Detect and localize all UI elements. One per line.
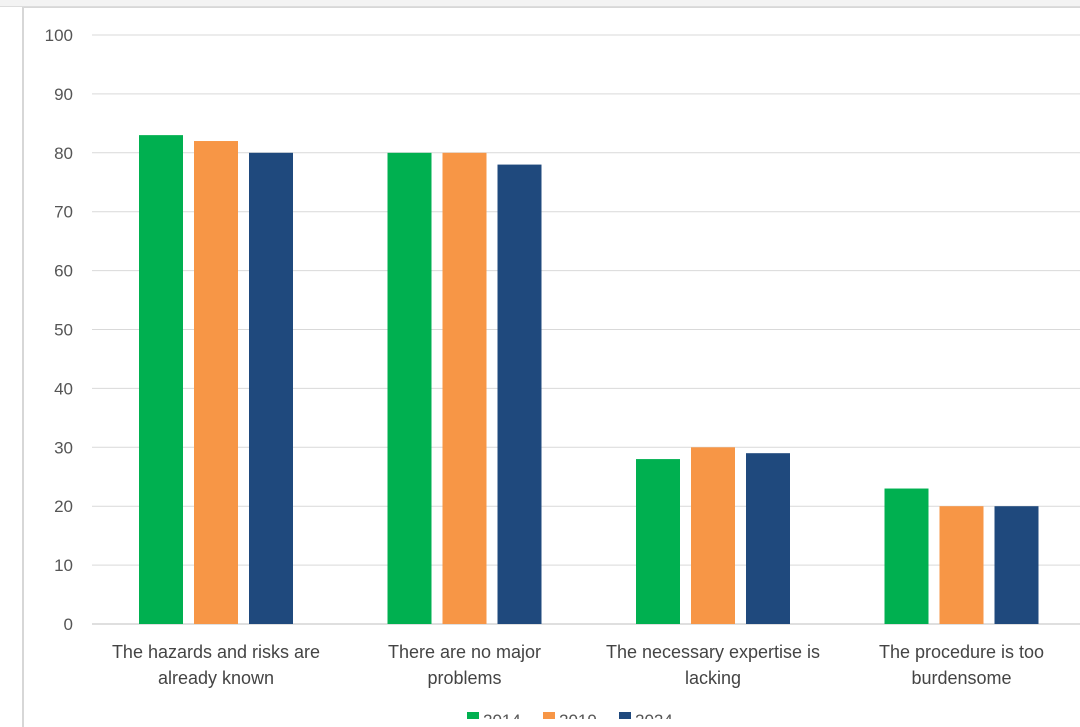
bar-2014-1 — [387, 152, 432, 625]
y-tick-label: 30 — [54, 438, 73, 457]
bar-2024-2 — [746, 453, 790, 624]
y-tick-label: 80 — [54, 144, 73, 163]
x-category-label: The hazards and risks are — [112, 642, 320, 662]
bar-2019-0 — [194, 141, 238, 624]
x-category-label: There are no major — [388, 642, 541, 662]
bar-2024-3 — [994, 506, 1039, 624]
y-tick-label: 40 — [54, 379, 73, 398]
legend: 2014 2019 2024 — [467, 711, 673, 719]
bar-2014-0 — [139, 135, 183, 624]
x-category-label: lacking — [685, 668, 741, 688]
x-axis-labels: The hazards and risks are already known Th… — [112, 642, 1044, 688]
y-axis-ticks: 0 10 20 30 40 50 60 70 80 90 100 — [45, 26, 73, 634]
bar-2019-2 — [691, 447, 735, 624]
y-tick-label: 10 — [54, 556, 73, 575]
x-category-label: The procedure is too — [879, 642, 1044, 662]
y-tick-label: 70 — [54, 203, 73, 222]
bar-2014-3 — [884, 488, 929, 624]
legend-swatch-2024 — [619, 712, 631, 719]
y-tick-label: 60 — [54, 262, 73, 281]
gridlines — [92, 34, 1080, 625]
legend-swatch-2014 — [467, 712, 479, 719]
bar-2019-3 — [939, 506, 984, 624]
legend-swatch-2019 — [543, 712, 555, 719]
bar-2014-2 — [636, 459, 680, 624]
legend-label-2019: 2019 — [559, 711, 597, 719]
x-category-label: The necessary expertise is — [606, 642, 820, 662]
bar-2024-1 — [497, 164, 542, 624]
y-tick-label: 90 — [54, 85, 73, 104]
x-category-label: burdensome — [911, 668, 1011, 688]
x-category-label: already known — [158, 668, 274, 688]
bar-2024-0 — [249, 152, 293, 625]
x-category-label: problems — [427, 668, 501, 688]
chart-frame — [22, 7, 1080, 727]
y-tick-label: 50 — [54, 321, 73, 340]
bar-2019-1 — [442, 152, 487, 625]
bars — [139, 135, 1039, 625]
y-tick-label: 20 — [54, 497, 73, 516]
y-tick-label: 100 — [45, 26, 73, 45]
y-tick-label: 0 — [64, 615, 73, 634]
window-top-strip — [0, 0, 1080, 7]
legend-label-2024: 2024 — [635, 711, 673, 719]
legend-label-2014: 2014 — [483, 711, 521, 719]
